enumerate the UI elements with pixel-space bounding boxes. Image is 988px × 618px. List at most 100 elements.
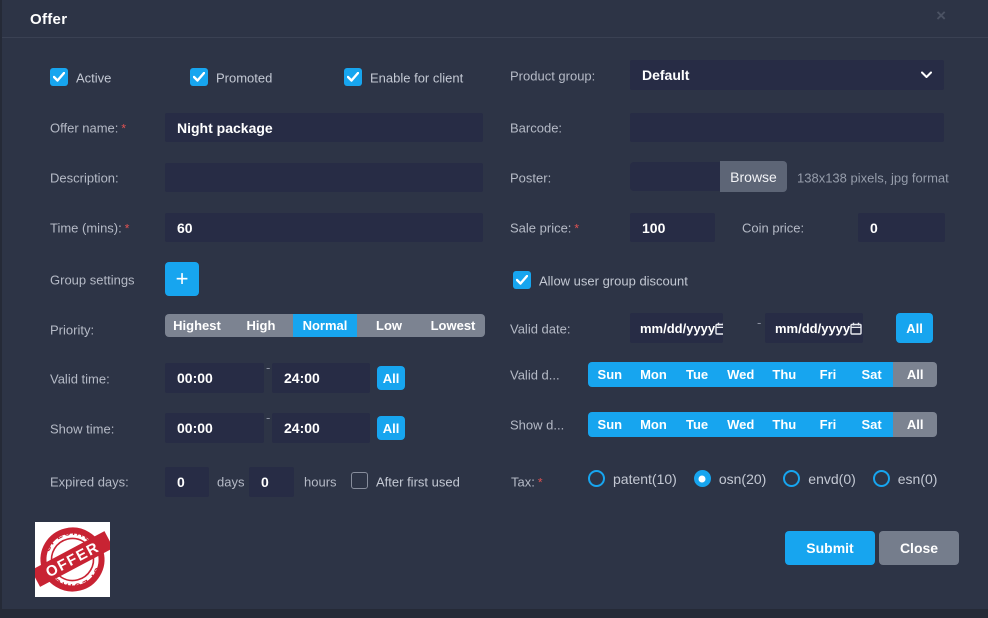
check-icon [347, 72, 359, 82]
close-button[interactable]: Close [879, 531, 959, 565]
show-time-label: Show time: [50, 421, 115, 437]
time-range-separator: - [266, 410, 271, 425]
valid-date-label: Valid date: [510, 321, 571, 337]
after-first-used-checkbox[interactable] [351, 472, 368, 489]
show-time-from-input[interactable]: 00:00 [165, 413, 264, 443]
close-icon[interactable]: × [936, 6, 946, 25]
show-days-segment-tue[interactable]: Tue [675, 412, 719, 437]
calendar-icon [850, 322, 862, 335]
required-asterisk: * [121, 121, 127, 136]
radio-icon [783, 470, 801, 487]
priority-segment-low[interactable]: Low [376, 318, 402, 333]
show-days-segment-sun[interactable]: Sun [588, 412, 632, 437]
valid-days-all-segment[interactable]: All [893, 362, 937, 387]
sale-price-label: Sale price: * [510, 220, 580, 236]
tax-radio-label: esn(0) [897, 470, 938, 487]
valid-time-label: Valid time: [50, 371, 110, 387]
show-time-all-button[interactable]: All [377, 416, 405, 440]
group-settings-label: Group settings [50, 272, 135, 288]
show-days-all-segment[interactable]: All [893, 412, 937, 437]
check-icon [193, 72, 205, 82]
modal-title: Offer [30, 11, 68, 28]
browse-button[interactable]: Browse [720, 161, 787, 192]
valid-days-segment-wed[interactable]: Wed [718, 362, 763, 387]
tax-label: Tax: * [511, 474, 543, 490]
show-days-segment-wed[interactable]: Wed [718, 412, 763, 437]
active-checkbox-label: Active [76, 70, 112, 86]
check-icon [53, 72, 65, 82]
show-days-label: Show d... [510, 417, 565, 433]
show-days-segment-sat[interactable]: Sat [849, 412, 894, 437]
priority-segment-highest[interactable]: Highest [173, 318, 221, 333]
barcode-input[interactable] [630, 113, 944, 142]
required-asterisk: * [574, 221, 580, 236]
sale-price-input[interactable]: 100 [630, 213, 715, 242]
tax-radio-patent[interactable]: patent(10) [588, 470, 677, 487]
enable-for-client-checkbox-label: Enable for client [370, 70, 464, 86]
expired-hours-input[interactable]: 0 [249, 467, 294, 497]
poster-filename-input[interactable] [630, 162, 720, 191]
priority-segment-high[interactable]: High [246, 318, 276, 333]
tax-radio-label: patent(10) [613, 470, 677, 487]
promoted-checkbox[interactable] [190, 68, 208, 86]
valid-date-to-input[interactable]: mm/dd/yyyy [765, 313, 863, 343]
after-first-used-label: After first used [376, 474, 460, 490]
show-days-segment-mon[interactable]: Mon [631, 412, 676, 437]
allow-user-group-discount-checkbox[interactable] [513, 271, 531, 289]
poster-label: Poster: [510, 170, 552, 186]
valid-days-segment-thu[interactable]: Thu [762, 362, 807, 387]
check-icon [516, 275, 528, 285]
expired-hours-unit: hours [304, 474, 337, 490]
priority-segment-normal[interactable]: Normal [293, 314, 357, 337]
tax-radio-envd[interactable]: envd(0) [783, 470, 856, 487]
product-group-value: Default [642, 67, 690, 83]
expired-days-input[interactable]: 0 [165, 467, 209, 497]
valid-days-segment-mon[interactable]: Mon [631, 362, 676, 387]
group-settings-add-button[interactable]: + [165, 262, 199, 296]
offer-name-label: Offer name: * [50, 120, 127, 136]
tax-radio-group: patent(10) osn(20) envd(0) esn(0) [588, 470, 937, 487]
chevron-down-icon [921, 71, 932, 78]
enable-for-client-checkbox[interactable] [344, 68, 362, 86]
expired-days-label: Expired days: [50, 474, 129, 490]
offer-stamp-image: SPECIAL SPECIAL OFFER [35, 522, 110, 597]
valid-days-label: Valid d... [510, 367, 560, 383]
coin-price-input[interactable]: 0 [858, 213, 945, 242]
submit-button[interactable]: Submit [785, 531, 875, 565]
expired-days-unit: days [217, 474, 245, 490]
priority-label: Priority: [50, 322, 95, 338]
valid-days-segment-tue[interactable]: Tue [675, 362, 719, 387]
time-mins-input[interactable]: 60 [165, 213, 483, 242]
valid-days-segment-sun[interactable]: Sun [588, 362, 632, 387]
poster-hint: 138x138 pixels, jpg format [797, 170, 949, 186]
allow-user-group-discount-label: Allow user group discount [539, 273, 688, 289]
offer-name-input[interactable]: Night package [165, 113, 483, 142]
valid-days-bar: Sun Mon Tue Wed Thu Fri Sat All [588, 362, 937, 387]
priority-segment-lowest[interactable]: Lowest [430, 318, 476, 333]
radio-icon [693, 470, 711, 487]
product-group-label: Product group: [510, 68, 596, 84]
plus-icon: + [175, 266, 189, 291]
tax-radio-esn[interactable]: esn(0) [872, 470, 938, 487]
show-days-segment-fri[interactable]: Fri [806, 412, 850, 437]
valid-days-segment-fri[interactable]: Fri [806, 362, 850, 387]
barcode-label: Barcode: [510, 120, 563, 136]
show-days-bar: Sun Mon Tue Wed Thu Fri Sat All [588, 412, 937, 437]
valid-date-all-button[interactable]: All [896, 313, 933, 343]
valid-days-segment-sat[interactable]: Sat [849, 362, 894, 387]
active-checkbox[interactable] [50, 68, 68, 86]
calendar-icon [715, 322, 723, 335]
modal-header: Offer × [2, 0, 988, 38]
description-input[interactable] [165, 163, 483, 192]
tax-radio-label: envd(0) [808, 470, 856, 487]
valid-time-from-input[interactable]: 00:00 [165, 363, 264, 393]
valid-date-from-input[interactable]: mm/dd/yyyy [630, 313, 723, 343]
required-asterisk: * [124, 221, 130, 236]
valid-time-to-input[interactable]: 24:00 [272, 363, 370, 393]
tax-radio-osn[interactable]: osn(20) [693, 470, 766, 487]
valid-time-all-button[interactable]: All [377, 366, 405, 390]
product-group-select[interactable]: Default [630, 60, 944, 90]
show-days-segment-thu[interactable]: Thu [762, 412, 807, 437]
show-time-to-input[interactable]: 24:00 [272, 413, 370, 443]
